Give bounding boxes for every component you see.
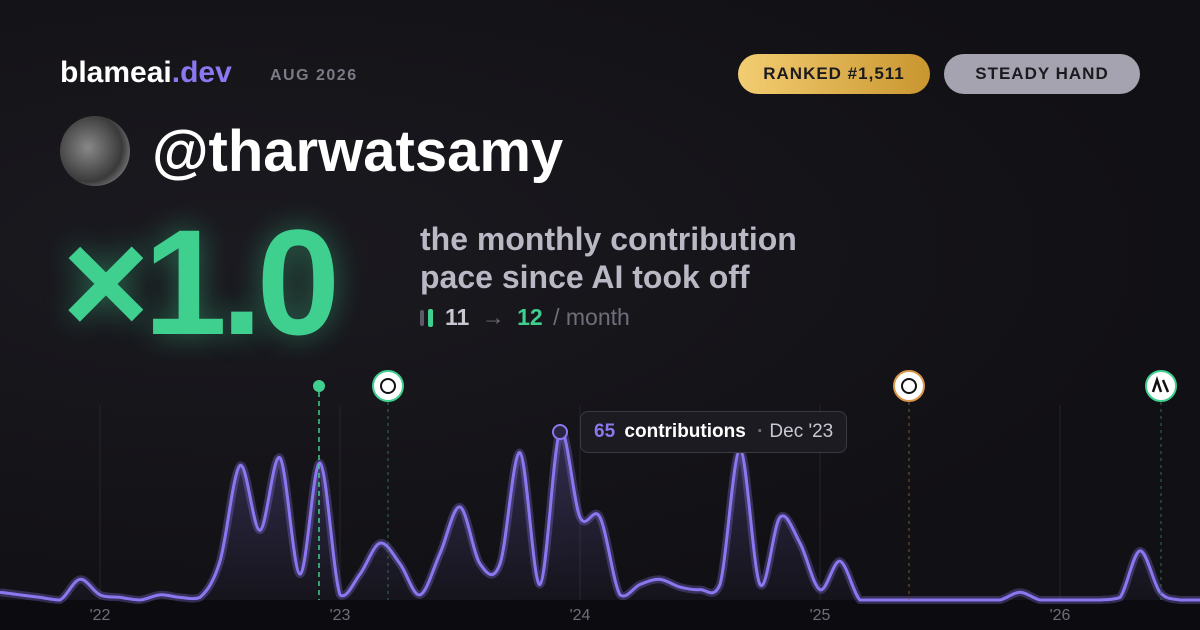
event-icon-glyph xyxy=(1151,376,1170,393)
brand-tld: .dev xyxy=(171,56,232,89)
avatar xyxy=(60,116,130,186)
x-tick-label: '26 xyxy=(1050,607,1071,624)
period: AUG 2026 xyxy=(270,67,358,84)
area-fill xyxy=(0,430,1200,600)
event-icon-glyph xyxy=(901,378,917,394)
pace-after: 12 xyxy=(517,304,543,330)
brand-name: blameai xyxy=(60,56,172,89)
handle: @tharwatsamy xyxy=(152,119,564,184)
description-line: the monthly contribution xyxy=(420,221,797,257)
multiplier: ×1.0 xyxy=(62,198,340,366)
x-tick-label: '24 xyxy=(570,607,591,624)
tooltip-value: 65 xyxy=(594,421,616,442)
description-line: pace since AI took off xyxy=(420,259,750,295)
brand: blameai.dev xyxy=(60,56,232,90)
pace-unit: / month xyxy=(553,304,630,330)
line xyxy=(0,429,1200,602)
x-tick-label: '22 xyxy=(90,607,111,624)
highlight-point xyxy=(552,424,568,440)
event-icon-glyph xyxy=(380,378,396,394)
tooltip-date: Dec '23 xyxy=(769,421,834,442)
event-icon xyxy=(1145,370,1177,402)
tooltip-separator: · xyxy=(757,421,764,442)
event-icon xyxy=(893,370,925,402)
style-badge: STEADY HAND xyxy=(944,54,1140,94)
pace-arrow: → xyxy=(481,304,505,330)
description: the monthly contribution pace since AI to… xyxy=(420,220,797,296)
rank-badge: RANKED #1,511 xyxy=(738,54,930,94)
pace-before: 11 xyxy=(445,304,470,330)
event-icon xyxy=(372,370,404,402)
x-tick-label: '25 xyxy=(810,607,831,624)
tooltip: 65 contributions · Dec '23 xyxy=(580,411,848,453)
axis-band xyxy=(0,600,1200,630)
x-tick-label: '23 xyxy=(330,607,351,624)
events xyxy=(313,370,1177,600)
tooltip-label: contributions xyxy=(624,421,746,442)
event-dot xyxy=(313,380,325,392)
pace: 11 → 12 / month xyxy=(420,304,630,331)
